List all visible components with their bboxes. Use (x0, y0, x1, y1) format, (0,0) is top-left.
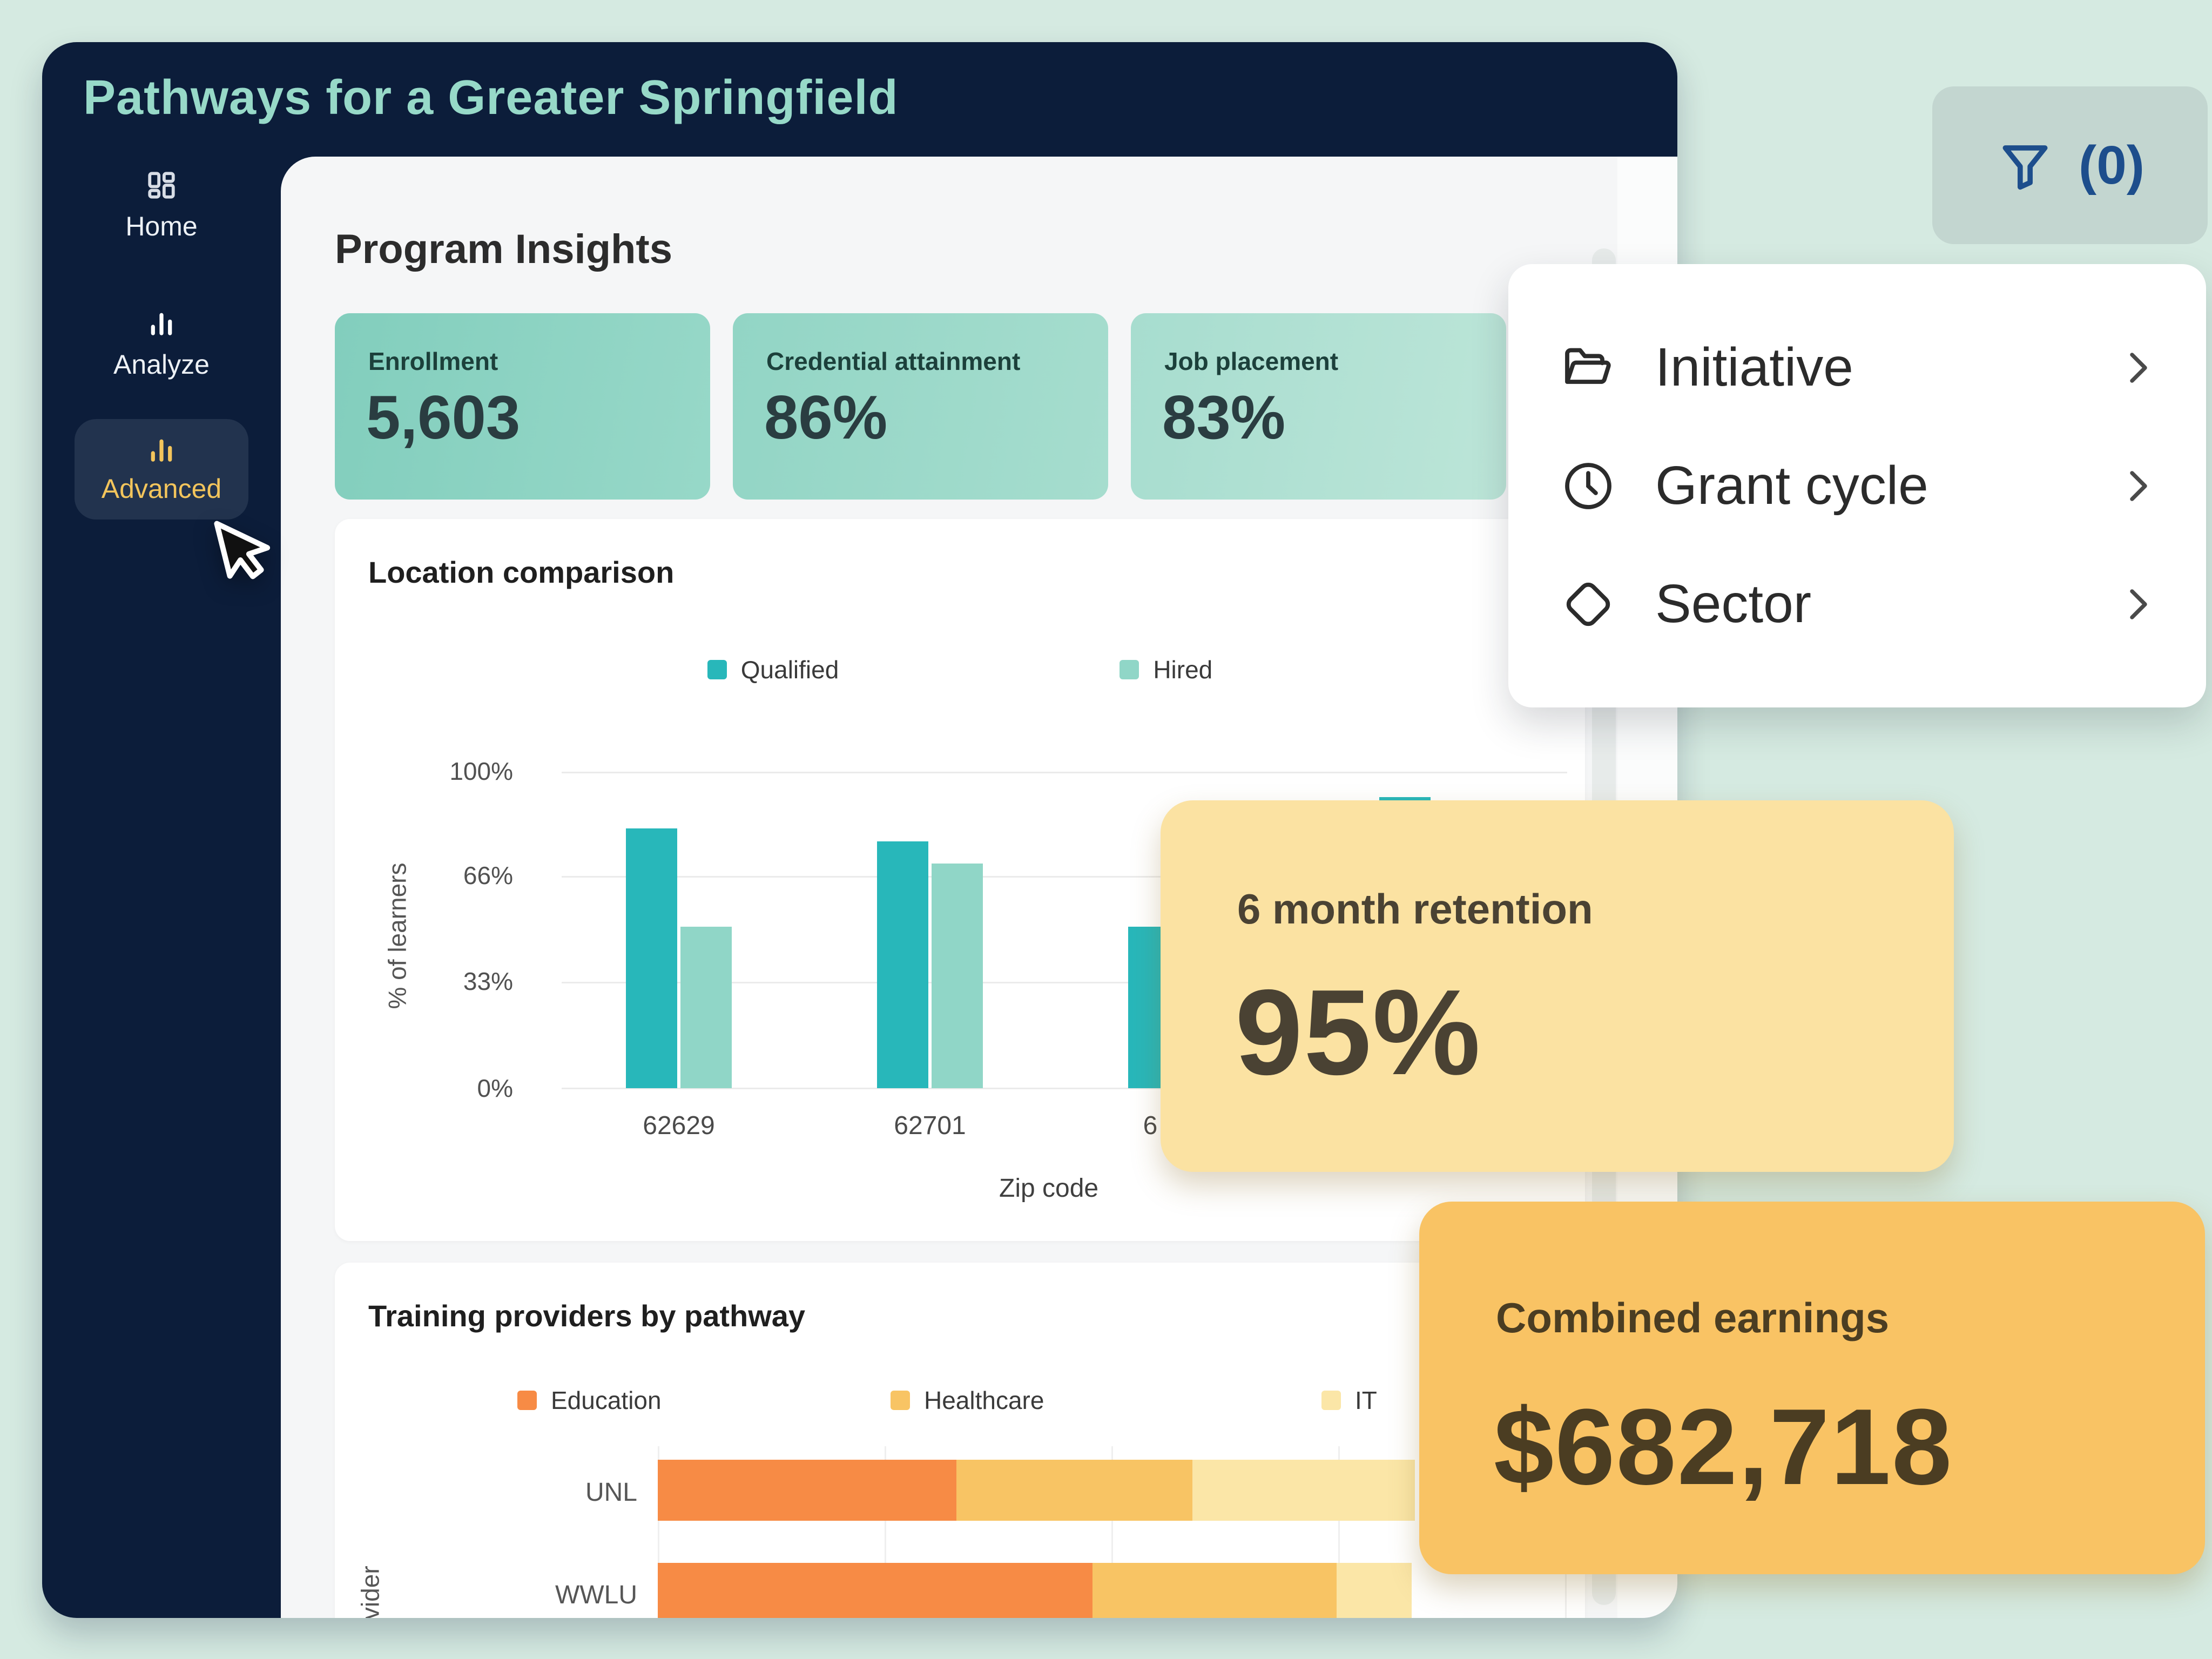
gridline (658, 1446, 659, 1618)
legend-item-qualified: Qualified (707, 655, 839, 684)
it-swatch (1321, 1391, 1341, 1410)
gridline (562, 876, 1567, 878)
menu-item-initiative[interactable]: Initiative (1508, 336, 2206, 399)
training-providers-card: Training providers by pathway Education … (335, 1263, 1585, 1618)
chart-title: Training providers by pathway (368, 1299, 806, 1333)
stacked-row-wwlu (658, 1563, 1412, 1618)
chevron-right-icon (2130, 352, 2147, 383)
menu-item-label: Initiative (1655, 337, 1853, 397)
y-axis-title: Provider (356, 1566, 385, 1618)
menu-item-label: Grant cycle (1655, 455, 1928, 516)
x-tick-label: 62629 (643, 1111, 715, 1140)
menu-item-label: Sector (1655, 574, 1812, 634)
retention-overlay-card: 6 month retention 95% (1161, 800, 1954, 1172)
x-axis-title: Zip code (999, 1174, 1099, 1203)
bar-qualified-62701 (877, 841, 928, 1088)
healthcare-swatch (891, 1391, 910, 1410)
sidebar-item-label: Advanced (101, 474, 222, 504)
sidebar-item-label: Home (125, 211, 198, 241)
row-label-wwlu: WWLU (555, 1581, 637, 1609)
filter-button[interactable]: (0) (1932, 86, 2208, 244)
segment-it (1192, 1460, 1415, 1521)
gridline (562, 982, 1567, 983)
legend-label: Hired (1153, 656, 1213, 684)
chevron-right-icon (2130, 470, 2147, 501)
legend-label: Qualified (740, 656, 839, 684)
stat-label: Enrollment (368, 347, 498, 375)
segment-healthcare (1092, 1563, 1337, 1618)
stat-card-placement: Job placement 83% (1131, 313, 1506, 500)
y-tick: 66% (463, 861, 513, 889)
filter-count: (0) (2078, 134, 2145, 195)
menu-item-grant-cycle[interactable]: Grant cycle (1508, 455, 2206, 517)
earnings-overlay-card: Combined earnings $682,718 (1419, 1202, 2205, 1574)
folder-open-icon (1565, 348, 1611, 384)
row-label-unl: UNL (585, 1478, 637, 1507)
clock-icon (1565, 462, 1611, 509)
segment-education (658, 1563, 1092, 1618)
stacked-bar-plot-area (658, 1446, 1567, 1618)
bar-plot-area (562, 772, 1567, 1088)
x-tick-label: 62701 (894, 1111, 966, 1140)
chevron-right-icon (2130, 589, 2147, 619)
gridline (562, 1088, 1567, 1089)
page-title: Program Insights (335, 226, 672, 272)
sidebar-item-advanced[interactable]: Advanced (75, 419, 248, 520)
stacked-row-unl (658, 1460, 1415, 1521)
funnel-icon (2002, 145, 2048, 190)
hired-swatch (1120, 660, 1139, 679)
stat-label: Job placement (1164, 347, 1339, 375)
legend-label: Healthcare (924, 1386, 1044, 1414)
legend-label: IT (1355, 1386, 1377, 1414)
gridline (1338, 1446, 1340, 1618)
stat-card-enrollment: Enrollment 5,603 (335, 313, 710, 500)
menu-item-sector[interactable]: Sector (1508, 573, 2206, 635)
overlay-card-title: Combined earnings (1496, 1294, 1890, 1341)
y-tick: 100% (449, 757, 513, 785)
x-tick-label: 6 (1143, 1111, 1158, 1140)
stat-card-credential: Credential attainment 86% (733, 313, 1108, 500)
filter-menu: Initiative Grant cycle Sector (1508, 264, 2206, 707)
stat-card-row: Enrollment 5,603 Credential attainment 8… (335, 313, 1506, 500)
legend-item-education: Education (517, 1386, 662, 1415)
bar-hired-62629 (680, 927, 732, 1088)
bar-chart-icon (151, 313, 172, 335)
legend-label: Education (551, 1386, 662, 1414)
legend-item-healthcare: Healthcare (891, 1386, 1044, 1415)
overlay-card-value: 95% (1235, 964, 1482, 1100)
diamond-icon (1566, 582, 1610, 626)
segment-it (1337, 1563, 1412, 1618)
segment-education (658, 1460, 956, 1521)
education-swatch (517, 1391, 537, 1410)
sidebar-item-label: Analyze (113, 349, 210, 380)
bar-chart-icon (151, 439, 172, 462)
chart-legend: Qualified Hired (335, 655, 1585, 684)
stat-value: 83% (1162, 383, 1286, 452)
sidebar-item-analyze[interactable]: Analyze (42, 308, 281, 380)
mouse-cursor (214, 521, 271, 579)
gridline (885, 1446, 886, 1618)
stat-label: Credential attainment (766, 347, 1021, 375)
overlay-card-value: $682,718 (1494, 1387, 1953, 1507)
app-title: Pathways for a Greater Springfield (83, 71, 899, 125)
y-axis-title: % of learners (383, 862, 412, 1009)
legend-item-it: IT (1321, 1386, 1377, 1415)
y-tick: 33% (463, 967, 513, 995)
overlay-card-title: 6 month retention (1237, 885, 1593, 933)
gridline (562, 772, 1567, 773)
gridline (1111, 1446, 1113, 1618)
y-tick: 0% (477, 1074, 513, 1102)
segment-healthcare (956, 1460, 1192, 1521)
stat-value: 86% (764, 383, 888, 452)
bar-hired-62701 (932, 864, 983, 1088)
sidebar-item-home[interactable]: Home (42, 170, 281, 242)
stat-value: 5,603 (366, 383, 521, 452)
bar-qualified-62629 (626, 828, 677, 1088)
legend-item-hired: Hired (1120, 655, 1212, 684)
chart-title: Location comparison (368, 555, 675, 589)
qualified-swatch (707, 660, 727, 679)
dashboard-grid-icon (148, 172, 175, 199)
